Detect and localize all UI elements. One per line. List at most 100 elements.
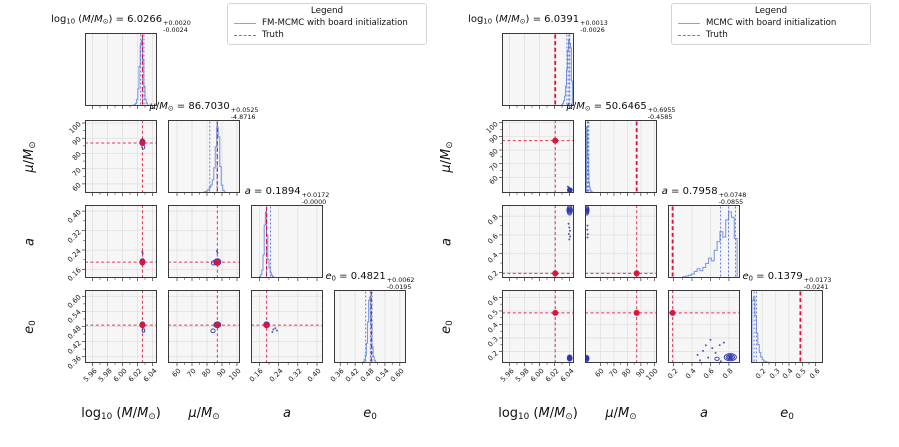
error-plus: +0.0172 xyxy=(301,191,330,199)
label-segment: / xyxy=(549,406,555,421)
label-segment: M xyxy=(499,14,508,25)
label-segment: M xyxy=(201,406,213,421)
left-yaxis-label-a: a xyxy=(23,238,38,246)
label-segment: M xyxy=(538,406,550,421)
contour-group xyxy=(585,290,657,363)
histogram-line xyxy=(132,39,150,106)
left-panel-e0-vs-a xyxy=(251,290,323,366)
right-yaxis-label-a: a xyxy=(440,238,455,246)
label-segment: μ xyxy=(149,101,156,112)
left-xaxis-label-a: a xyxy=(283,406,291,421)
label-segment: / xyxy=(613,406,619,421)
label-segment: M xyxy=(511,14,520,25)
error-minus: -0.0026 xyxy=(580,25,605,34)
contour-level xyxy=(728,355,733,359)
title-value: 86.7030 xyxy=(188,101,230,112)
contour-outline xyxy=(714,356,720,361)
contour-level xyxy=(566,354,573,362)
left-legend-label: FM-MCMC with board initialization xyxy=(262,18,408,28)
left-hist-panel-a xyxy=(251,205,323,281)
left-hist-panel-logM xyxy=(85,33,157,109)
title-value: 50.6465 xyxy=(605,101,647,112)
histogram-line xyxy=(202,126,227,193)
left-panel-a-vs-mu xyxy=(168,205,240,281)
scatter-speck xyxy=(567,233,570,236)
contour-level xyxy=(723,353,737,362)
error-stack: +0.0013 -0.0026 xyxy=(580,20,608,34)
panel-background xyxy=(168,205,240,278)
label-segment: M xyxy=(121,406,133,421)
equals-sign: = xyxy=(336,271,351,282)
label-segment: M xyxy=(137,406,149,421)
label-segment: 10 xyxy=(101,411,113,422)
right-title-e0: e0 = 0.1379 +0.0173 -0.0241 xyxy=(743,271,832,291)
left-legend: Legend FM-MCMC with board initialization T… xyxy=(227,3,427,45)
label-segment: a xyxy=(661,186,668,197)
panel-border xyxy=(585,205,657,278)
mcmc-line-swatch xyxy=(678,22,700,24)
equals-sign: = xyxy=(753,271,768,282)
scatter-speck xyxy=(714,351,717,354)
truth-dot xyxy=(214,322,221,329)
label-segment: ⊙ xyxy=(444,140,455,149)
error-minus: -0.0855 xyxy=(718,197,744,206)
label-segment: e xyxy=(363,406,372,421)
label-segment: ) xyxy=(572,406,578,421)
error-minus: -4.8716 xyxy=(230,112,256,121)
panel-border xyxy=(168,290,240,363)
error-minus: -0.4585 xyxy=(647,112,673,121)
truth-dot xyxy=(633,309,640,316)
label-segment: μ xyxy=(22,163,38,173)
label-segment: μ xyxy=(188,406,197,421)
scatter-speck xyxy=(568,229,571,232)
right-legend-title: Legend xyxy=(754,6,788,16)
scatter-speck xyxy=(568,226,571,229)
hist-group xyxy=(202,121,227,193)
panel-background xyxy=(168,120,240,193)
scatter-speck xyxy=(586,224,589,227)
error-minus: -0.0195 xyxy=(386,282,412,291)
panel-border xyxy=(502,205,574,278)
left-hist-panel-mu xyxy=(168,120,240,196)
label-segment: / xyxy=(196,406,202,421)
hist-group xyxy=(585,121,638,193)
right-panel-mu-vs-logM xyxy=(499,120,574,196)
label-segment: M xyxy=(439,148,455,160)
right-xaxis-label-mu: μ/M⊙ xyxy=(605,406,636,422)
label-segment: log xyxy=(51,14,67,25)
label-segment: M xyxy=(94,14,103,25)
scatter-speck xyxy=(274,327,277,330)
panel-background xyxy=(502,205,574,278)
label-segment: ⊙ xyxy=(519,17,526,26)
equals-sign: = xyxy=(667,186,683,197)
left-title-a: a = 0.1894 +0.0172 -0.0000 xyxy=(245,186,330,206)
equals-sign: = xyxy=(529,14,545,25)
error-stack: +0.6955 -0.4585 xyxy=(648,107,676,121)
scatter-speck xyxy=(586,236,589,239)
truth-line-swatch xyxy=(234,34,256,36)
label-segment: / xyxy=(132,406,138,421)
label-segment: M xyxy=(82,14,91,25)
right-xaxis-label-e0: e0 xyxy=(780,406,794,422)
label-segment: 0 xyxy=(331,274,337,283)
error-stack: +0.0172 -0.0000 xyxy=(302,192,330,206)
right-title-mu: μ/M⊙ = 50.6465 +0.6955 -0.4585 xyxy=(567,101,676,121)
panel-border xyxy=(168,120,240,193)
label-segment: e xyxy=(22,325,38,334)
label-segment: M xyxy=(22,148,38,160)
right-legend-label: Truth xyxy=(706,30,728,40)
right-panel-e0-vs-mu xyxy=(585,290,657,366)
contour-level xyxy=(568,356,571,360)
contour-group xyxy=(668,290,740,363)
label-segment: 10 xyxy=(518,411,530,422)
right-legend-entry: MCMC with board initialization xyxy=(678,17,864,29)
truth-dot xyxy=(214,259,221,266)
contour-group xyxy=(502,290,574,363)
label-segment: 0 xyxy=(788,411,794,422)
histogram-line xyxy=(751,296,771,363)
error-plus: +0.0013 xyxy=(580,19,608,27)
right-legend-label: MCMC with board initialization xyxy=(706,18,837,28)
right-panel-e0-vs-logM xyxy=(499,290,574,366)
scatter-speck xyxy=(707,356,710,359)
